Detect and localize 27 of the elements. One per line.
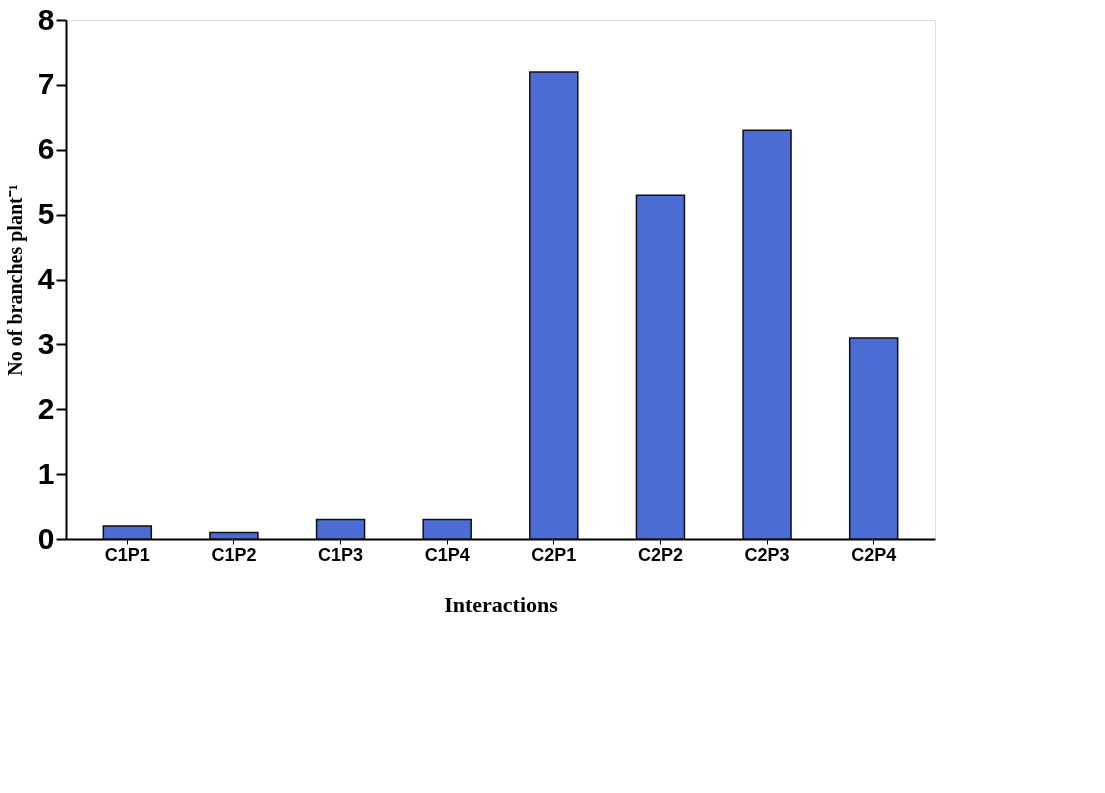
bar — [102, 525, 153, 540]
bar — [635, 194, 686, 540]
x-tick-label: C2P1 — [531, 544, 577, 565]
x-axis-title: Interactions — [444, 591, 559, 617]
x-tick-label: C2P4 — [851, 544, 897, 565]
y-tick-label: 5 — [37, 197, 55, 231]
bar — [209, 531, 259, 540]
bar — [422, 518, 472, 540]
x-tick-label: C1P2 — [211, 544, 257, 565]
x-tick-label: C2P3 — [744, 544, 790, 565]
y-tick-label: 4 — [37, 262, 55, 295]
y-tick-label: 0 — [37, 521, 55, 555]
x-tick-label: C1P4 — [424, 544, 470, 565]
bar — [742, 129, 792, 540]
x-tick-label: C2P2 — [637, 544, 683, 565]
y-tick-label: 7 — [37, 67, 55, 101]
y-axis-title: No of branches plant⁻¹ — [3, 184, 27, 376]
bar — [315, 518, 366, 540]
y-tick-label: 3 — [37, 326, 55, 360]
y-tick-label: 2 — [37, 391, 55, 425]
bar — [529, 71, 579, 540]
bar — [848, 337, 899, 540]
y-tick-label: 8 — [37, 2, 55, 36]
x-tick-label: C1P1 — [104, 544, 150, 565]
x-tick-label: C1P3 — [318, 544, 364, 565]
y-tick-label: 1 — [37, 456, 55, 490]
y-tick-label: 6 — [37, 132, 55, 166]
